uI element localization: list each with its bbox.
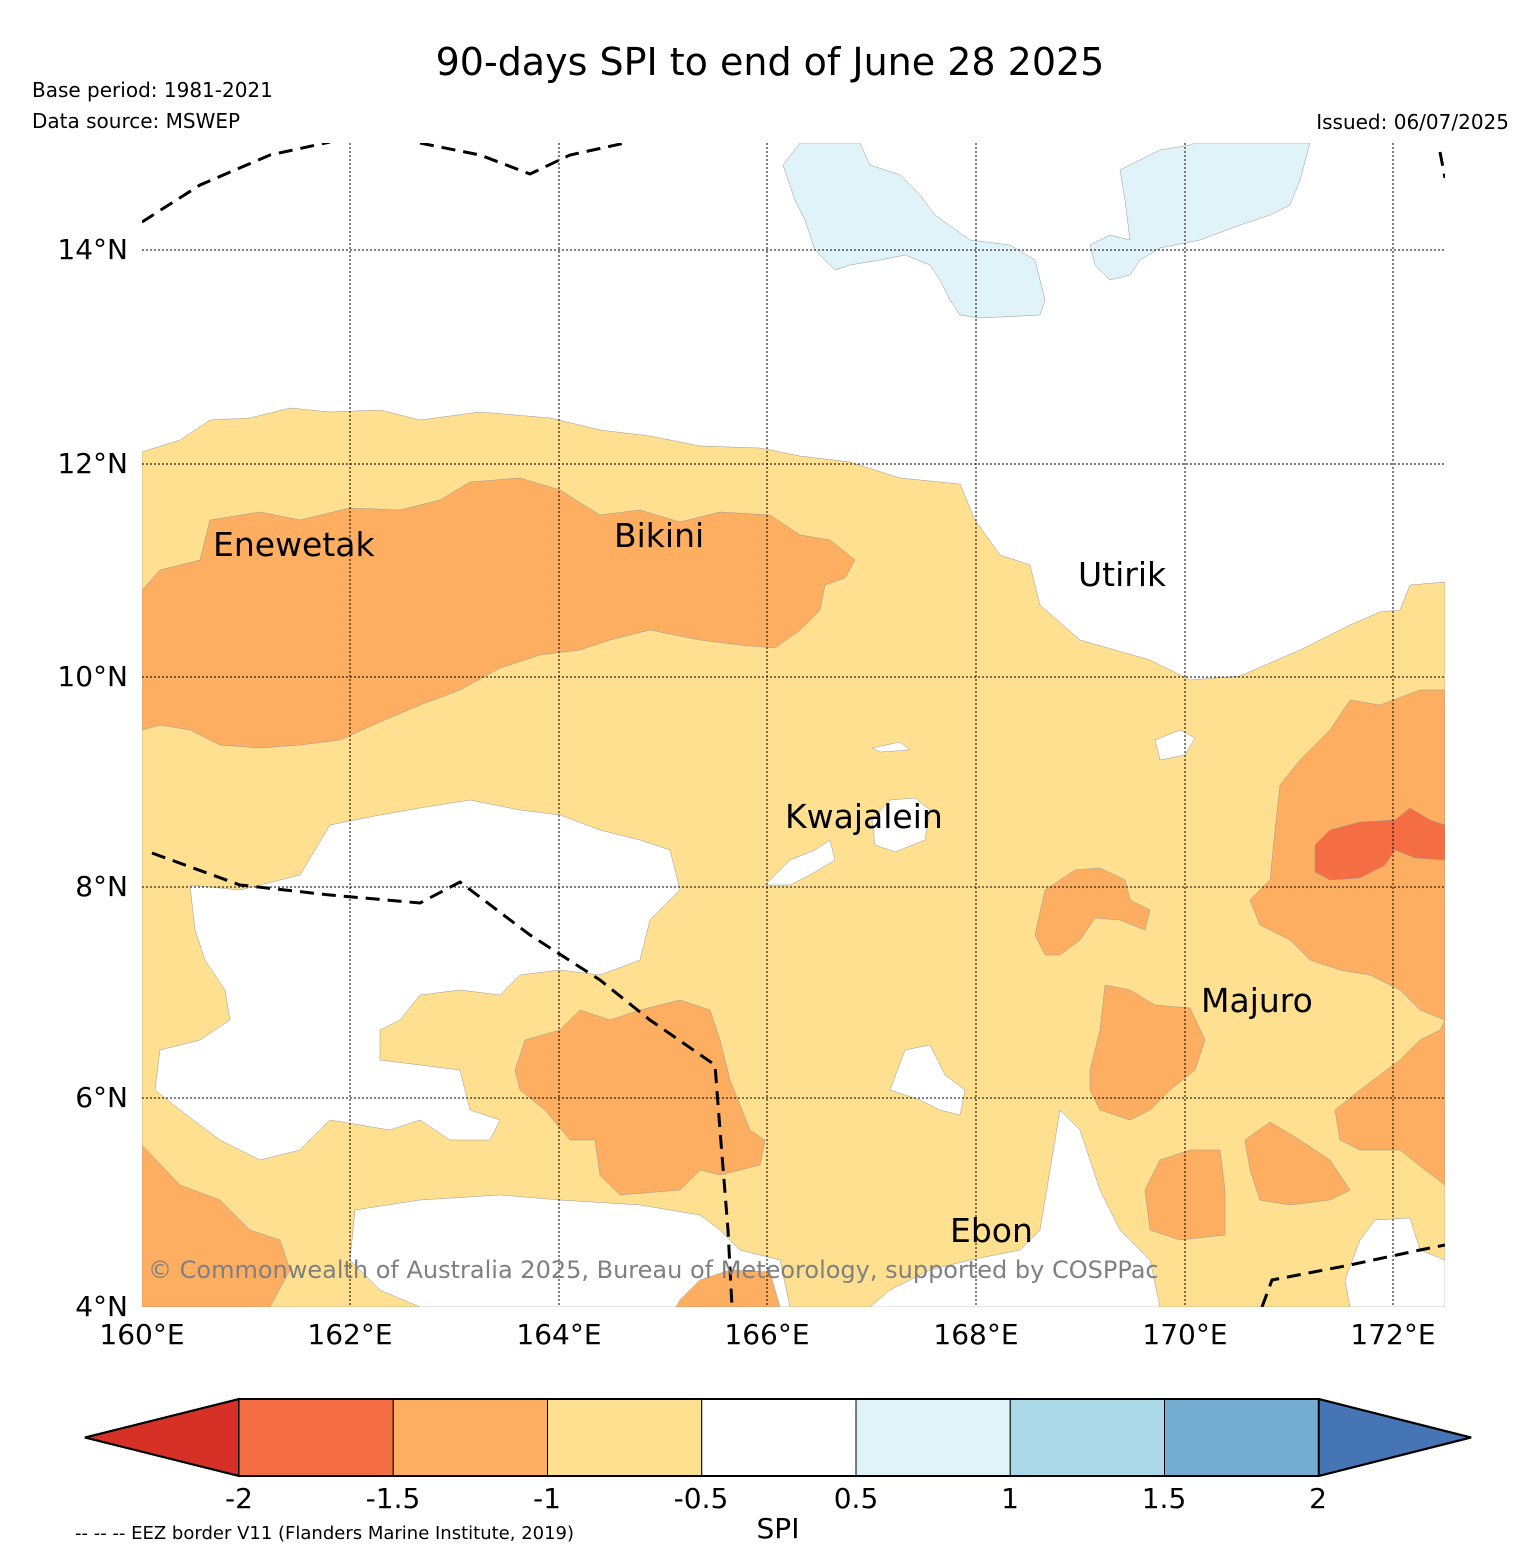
spi-region-white-kwaj (764, 839, 836, 886)
eez-border-note: -- -- -- EEZ border V11 (Flanders Marine… (75, 1523, 575, 1544)
spi-map: 14°N 12°N 10°N 8°N 6°N 4°N 160°E 162°E 1… (57, 143, 1445, 1351)
map-gridlines (142, 143, 1445, 1307)
place-label-utirik: Utirik (1078, 555, 1167, 594)
spi-region-lightblue-1 (782, 143, 1046, 319)
lat-label-8n: 8°N (75, 870, 128, 903)
spi-region-orange-east (1249, 689, 1445, 1186)
spi-region-orange-se2 (1244, 1121, 1351, 1206)
colorbar-tick: 0.5 (834, 1482, 879, 1515)
spi-region-white-south (349, 1194, 791, 1307)
colorbar-tick: 1.5 (1142, 1482, 1187, 1515)
spi-region-white-small1 (871, 741, 911, 753)
map-title: 90-days SPI to end of June 28 2025 (435, 40, 1105, 84)
place-label-ebon: Ebon (950, 1211, 1033, 1250)
colorbar-extend-low (84, 1397, 240, 1478)
lat-label-14n: 14°N (57, 233, 128, 266)
colorbar-segment (701, 1398, 857, 1477)
spi-field (142, 143, 1445, 1307)
place-label-bikini: Bikini (614, 516, 704, 555)
lon-label-164e: 164°E (516, 1318, 601, 1351)
lon-label-172e: 172°E (1350, 1318, 1435, 1351)
copyright-notice: © Commonwealth of Australia 2025, Bureau… (148, 1256, 1159, 1284)
place-label-enewetak: Enewetak (213, 525, 376, 564)
spi-region-orange-majuro (1089, 984, 1206, 1121)
colorbar-segment (1009, 1398, 1165, 1477)
spi-region-orange-sw (142, 1144, 291, 1307)
spi-region-orange-north (142, 477, 856, 749)
spi-region-darkorange (1314, 807, 1445, 881)
issued-date-text: Issued: 06/07/2025 (1316, 110, 1509, 134)
spi-region-white-kwaj2 (871, 797, 931, 853)
lat-label-6n: 6°N (75, 1081, 128, 1114)
lon-label-168e: 168°E (933, 1318, 1018, 1351)
colorbar-tick: -0.5 (674, 1482, 729, 1515)
data-source-text: Data source: MSWEP (32, 109, 241, 133)
colorbar-segment (1164, 1398, 1320, 1477)
colorbar-outline (84, 1398, 1472, 1477)
colorbar-tick: -1 (533, 1482, 561, 1515)
eez-borders (142, 143, 1445, 1307)
place-label-kwajalein: Kwajalein (785, 797, 943, 836)
lon-label-170e: 170°E (1142, 1318, 1227, 1351)
colorbar-shapes (84, 1397, 1472, 1478)
colorbar-tick: -2 (225, 1482, 253, 1515)
lon-label-160e: 160°E (99, 1318, 184, 1351)
lat-label-4n: 4°N (75, 1290, 128, 1323)
colorbar-tick: -1.5 (366, 1482, 421, 1515)
colorbar-tick: 1 (1001, 1482, 1019, 1515)
place-label-majuro: Majuro (1201, 981, 1313, 1020)
colorbar-segment (855, 1398, 1011, 1477)
spi-region-orange-bottom (675, 1269, 781, 1307)
spi-region-lightblue-2 (1089, 143, 1311, 281)
base-period-text: Base period: 1981-2021 (32, 78, 273, 102)
colorbar-segment (392, 1398, 548, 1477)
colorbar-title: SPI (757, 1512, 800, 1545)
spi-region-orange-mid (1034, 867, 1151, 956)
spi-region-white-east (1344, 1217, 1445, 1307)
spi-region-white-ebon (869, 1109, 1161, 1307)
colorbar-tick: 2 (1309, 1482, 1327, 1515)
lat-label-10n: 10°N (57, 660, 128, 693)
lon-label-162e: 162°E (307, 1318, 392, 1351)
lon-label-166e: 166°E (724, 1318, 809, 1351)
lat-label-12n: 12°N (57, 447, 128, 480)
colorbar-segment (547, 1398, 703, 1477)
colorbar-extend-high (1317, 1397, 1472, 1478)
colorbar-segment (238, 1398, 394, 1477)
